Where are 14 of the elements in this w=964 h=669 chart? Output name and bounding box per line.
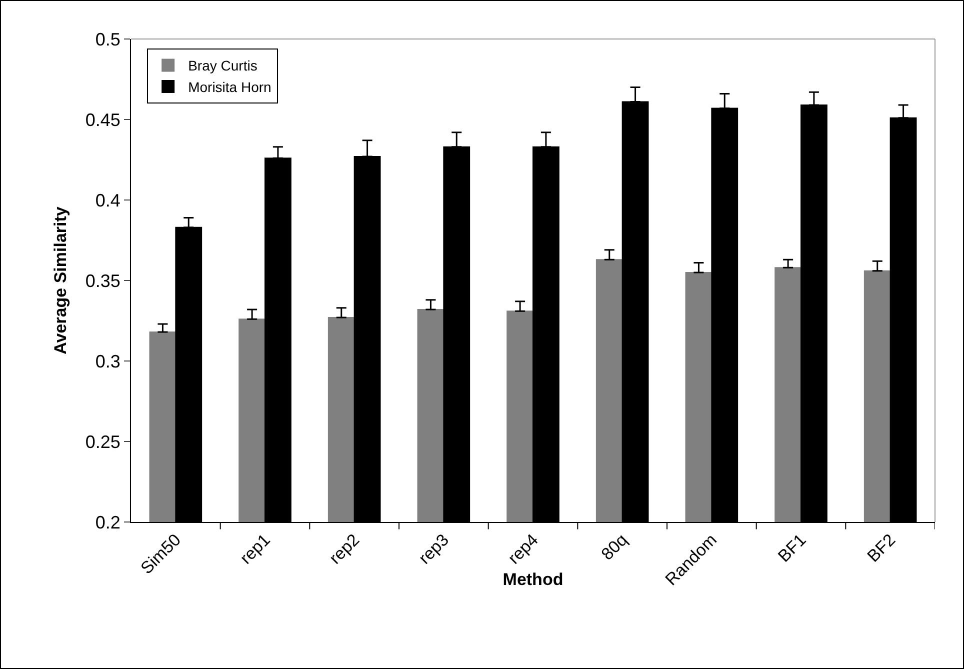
x-tick-label: BF2: [864, 530, 900, 566]
y-tick-label: 0.45: [85, 110, 120, 130]
y-tick-label: 0.3: [95, 351, 120, 372]
legend-label: Morisita Horn: [188, 78, 272, 95]
y-tick-label: 0.4: [95, 190, 120, 210]
x-tick-label: 80q: [598, 530, 632, 564]
x-axis-title: Method: [502, 570, 564, 589]
x-tick-label: BF1: [774, 530, 810, 566]
y-axis-title: Average Similarity: [50, 206, 70, 354]
y-tick-label: 0.2: [95, 512, 120, 532]
y-tick-label: 0.5: [95, 29, 120, 50]
legend-label: Bray Curtis: [188, 58, 258, 74]
y-tick-label: 0.25: [85, 432, 120, 452]
y-tick-label: 0.35: [85, 270, 120, 291]
